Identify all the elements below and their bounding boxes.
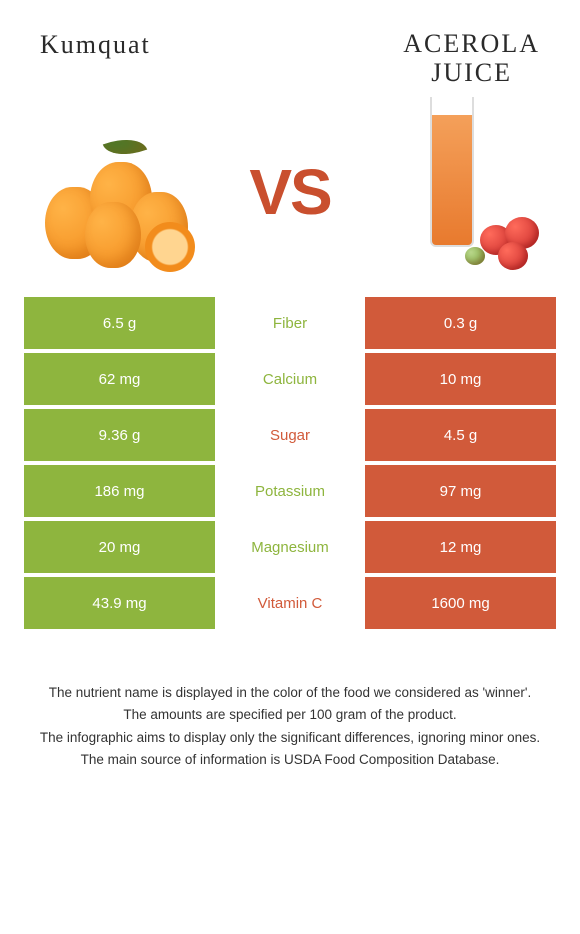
comparison-table: 6.5 gFiber0.3 g62 mgCalcium10 mg9.36 gSu… xyxy=(0,297,580,629)
cell-right-value: 10 mg xyxy=(365,353,556,405)
cell-left-value: 43.9 mg xyxy=(24,577,215,629)
table-row: 43.9 mgVitamin C1600 mg xyxy=(24,577,556,629)
cell-right-value: 4.5 g xyxy=(365,409,556,461)
footer-line3: The infographic aims to display only the… xyxy=(20,728,560,748)
table-row: 62 mgCalcium10 mg xyxy=(24,353,556,405)
title-right-line1: ACEROLA xyxy=(403,30,540,59)
cell-left-value: 20 mg xyxy=(24,521,215,573)
cell-nutrient-label: Sugar xyxy=(215,409,365,461)
footer-line4: The main source of information is USDA F… xyxy=(20,750,560,770)
cell-left-value: 186 mg xyxy=(24,465,215,517)
cell-nutrient-label: Magnesium xyxy=(215,521,365,573)
table-row: 186 mgPotassium97 mg xyxy=(24,465,556,517)
footer-line1: The nutrient name is displayed in the co… xyxy=(20,683,560,703)
table-row: 20 mgMagnesium12 mg xyxy=(24,521,556,573)
kumquat-image xyxy=(30,117,220,267)
cell-left-value: 6.5 g xyxy=(24,297,215,349)
title-left: Kumquat xyxy=(40,30,151,87)
header: Kumquat ACEROLA JUICE xyxy=(0,0,580,97)
footer-line2: The amounts are specified per 100 gram o… xyxy=(20,705,560,725)
title-right-line2: JUICE xyxy=(403,59,540,88)
cell-right-value: 0.3 g xyxy=(365,297,556,349)
table-row: 6.5 gFiber0.3 g xyxy=(24,297,556,349)
vs-text: VS xyxy=(249,155,330,229)
cell-left-value: 9.36 g xyxy=(24,409,215,461)
table-row: 9.36 gSugar4.5 g xyxy=(24,409,556,461)
footer-notes: The nutrient name is displayed in the co… xyxy=(0,633,580,770)
acerola-juice-image xyxy=(360,117,550,267)
cell-nutrient-label: Vitamin C xyxy=(215,577,365,629)
cell-right-value: 12 mg xyxy=(365,521,556,573)
cell-right-value: 97 mg xyxy=(365,465,556,517)
images-row: VS xyxy=(0,97,580,297)
cell-right-value: 1600 mg xyxy=(365,577,556,629)
cell-nutrient-label: Fiber xyxy=(215,297,365,349)
cell-left-value: 62 mg xyxy=(24,353,215,405)
cell-nutrient-label: Potassium xyxy=(215,465,365,517)
title-right: ACEROLA JUICE xyxy=(403,30,540,87)
cell-nutrient-label: Calcium xyxy=(215,353,365,405)
